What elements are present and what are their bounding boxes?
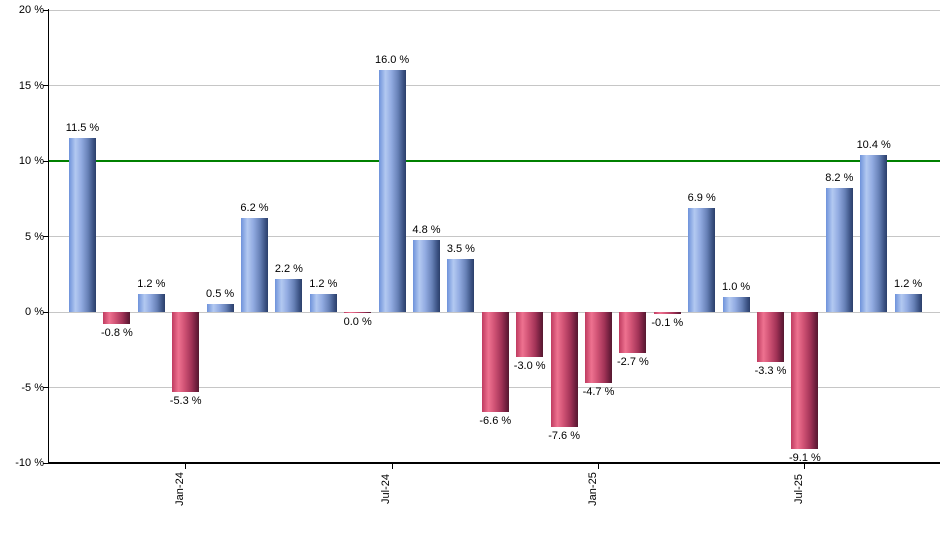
y-tick-label: 0 % [25,306,44,318]
bar-value-label: -5.3 % [169,395,202,408]
gridline [49,85,940,86]
bar-value-label: 6.9 % [687,191,716,204]
x-axis-tick [391,464,393,469]
x-tick-label: Jan-25 [586,472,599,506]
bar-value-label: -4.7 % [582,385,615,398]
y-tick-label: 5 % [25,230,44,243]
y-axis-tick [43,85,48,86]
y-axis-tick [43,311,48,313]
gridline [49,236,940,237]
x-axis-tick [185,464,187,469]
bar-Dec-24 [550,312,578,427]
bar-value-label: -9.1 % [788,452,821,465]
gridline [49,9,940,11]
bar-Jun-25 [757,312,784,362]
bar-value-label: -0.1 % [651,316,684,329]
x-tick-label: Jul-24 [380,474,393,504]
reference-line [49,160,940,162]
bar-Mar-25 [653,312,681,314]
bar-value-label: 16.0 % [374,54,410,67]
y-axis-line [47,9,49,463]
bar-May-24 [309,293,337,312]
y-axis-tick [43,462,48,464]
bar-Aug-25 [825,188,853,312]
y-axis-tick [43,236,48,237]
bar-Oct-24 [481,312,509,412]
bar-Aug-24 [413,239,440,312]
bar-value-label: 1.2 % [137,277,166,290]
bar-Mar-24 [241,218,268,312]
bar-value-label: 3.5 % [446,243,475,256]
bar-value-label: 1.2 % [309,277,338,290]
bar-Apr-25 [688,207,716,312]
bar-Apr-24 [275,278,303,312]
bar-Jan-24 [172,312,200,393]
bar-Jan-25 [585,312,612,383]
bar-value-label: -3.0 % [513,360,546,373]
y-tick-label: -10 % [15,457,44,469]
x-axis-tick [804,464,806,469]
bar-value-label: 4.8 % [412,223,441,236]
bar-value-label: 0.5 % [206,288,235,301]
bar-May-25 [722,296,750,312]
bar-value-label: -7.6 % [548,429,580,442]
bar-value-label: 1.0 % [722,280,751,293]
y-axis-tick [43,160,48,162]
x-tick-label: Jul-25 [792,474,805,504]
bar-value-label: 8.2 % [825,172,854,185]
bar-value-label: 2.2 % [274,262,303,275]
bar-Jun-24 [344,312,372,314]
bar-value-label: -3.3 % [754,364,787,377]
bar-value-label: 1.2 % [894,277,923,290]
bar-Sep-24 [447,259,475,312]
bar-Jul-25 [791,312,819,450]
bar-Oct-25 [894,293,922,312]
bar-value-label: 10.4 % [856,138,891,151]
bar-value-label: 6.2 % [240,202,269,215]
x-tick-label: Jan-24 [173,472,186,506]
x-axis-tick [598,464,599,469]
bar-value-label: 11.5 % [65,122,100,135]
y-tick-label: -5 % [21,381,44,394]
bar-Dec-23 [137,293,165,312]
bar-Sep-25 [860,154,888,312]
x-axis-line [47,462,940,464]
bar-value-label: 0.0 % [343,316,372,329]
bar-value-label: -2.7 % [616,355,649,368]
bar-Feb-25 [619,312,647,353]
y-axis-tick [43,387,48,388]
y-tick-label: 10 % [18,155,44,167]
bar-Feb-24 [206,304,234,312]
y-axis-tick [43,9,48,11]
y-tick-label: 20 % [18,4,44,16]
bar-Nov-24 [516,312,544,358]
bar-value-label: -0.8 % [100,327,133,340]
bar-Oct-23 [69,138,96,312]
bar-Nov-23 [103,312,131,325]
bar-Jul-24 [378,70,406,312]
y-tick-label: 15 % [18,79,44,92]
bar-value-label: -6.6 % [479,414,512,427]
